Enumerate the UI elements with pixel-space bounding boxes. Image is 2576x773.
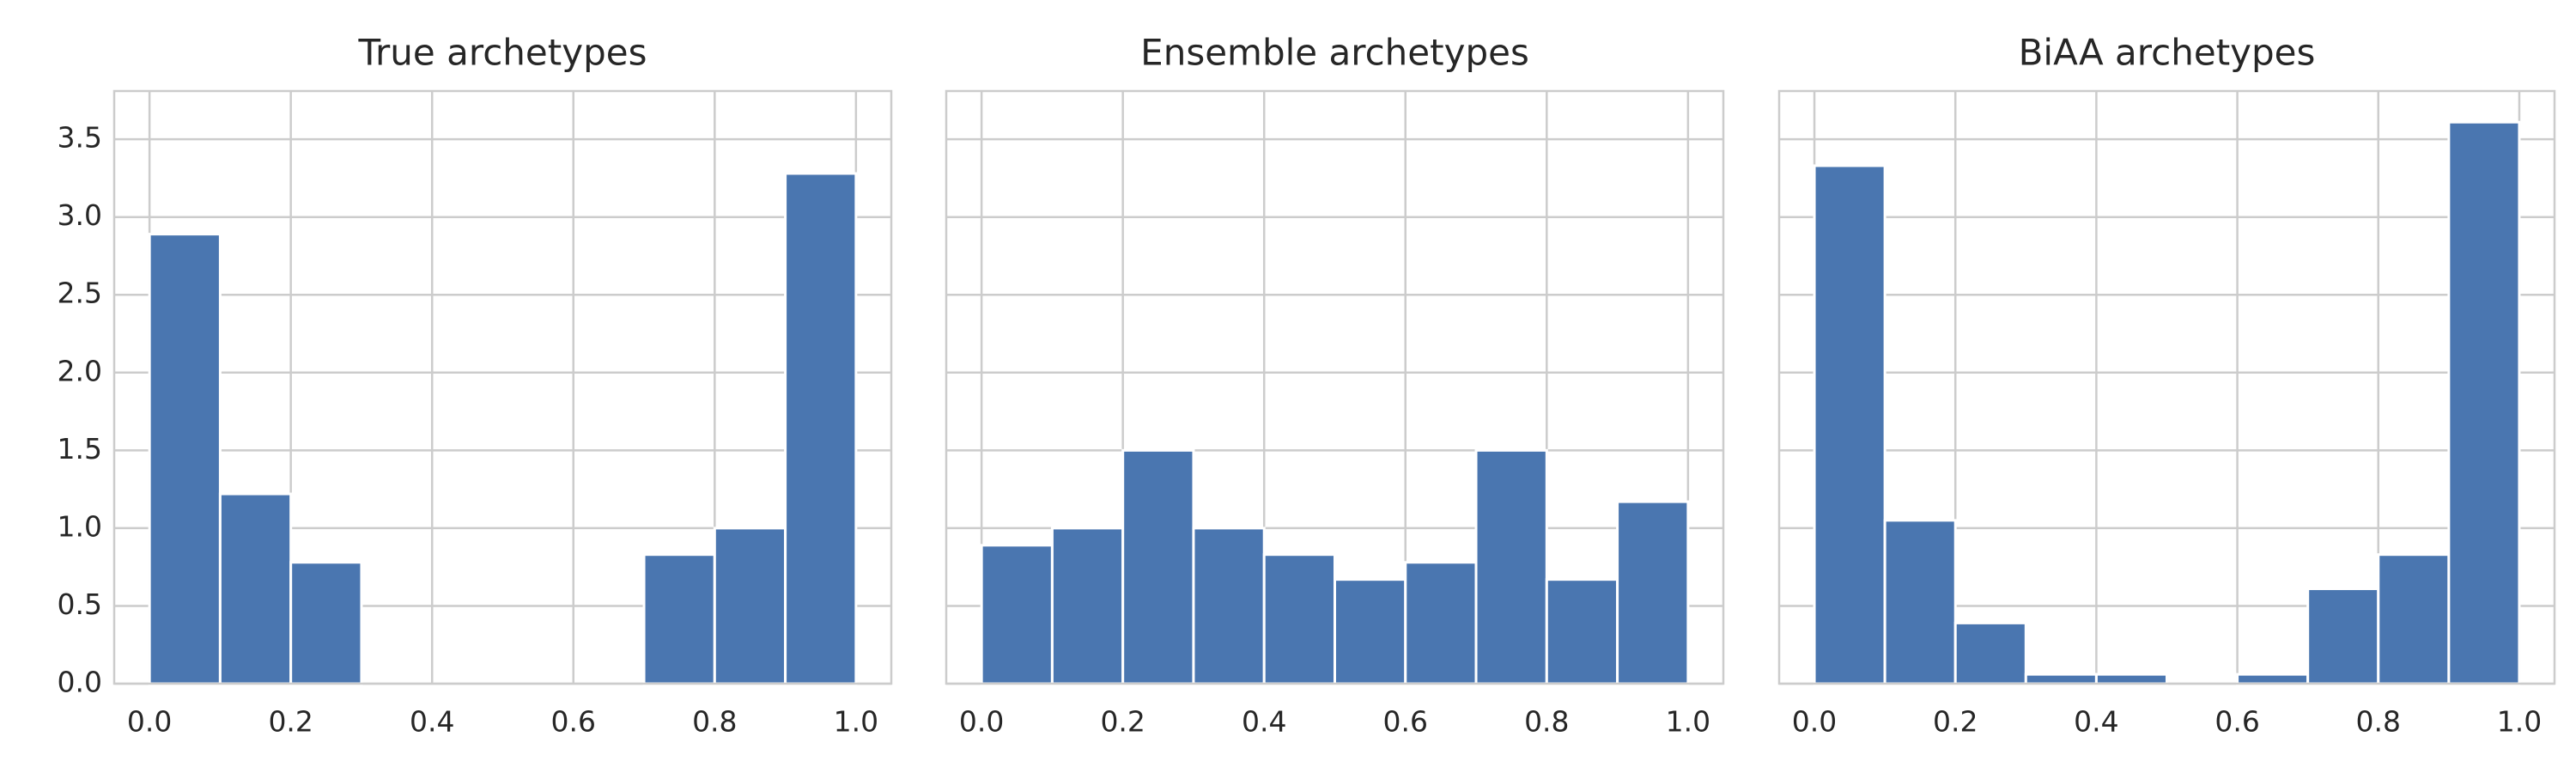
bar bbox=[1334, 578, 1407, 685]
x-tick-label: 0.6 bbox=[2215, 705, 2259, 739]
bar bbox=[1121, 448, 1195, 685]
bar bbox=[1953, 621, 2027, 685]
bar bbox=[2094, 673, 2169, 685]
bar bbox=[2024, 673, 2098, 685]
axes-frame bbox=[945, 89, 1725, 685]
axes-frame bbox=[112, 89, 893, 685]
y-tick-label: 3.0 bbox=[58, 198, 102, 232]
x-tick-label: 0.6 bbox=[551, 705, 596, 739]
y-tick-label: 3.5 bbox=[58, 121, 102, 155]
bar bbox=[642, 553, 716, 685]
y-tick-label: 2.0 bbox=[58, 354, 102, 387]
x-tick-label: 0.0 bbox=[959, 705, 1004, 739]
bar bbox=[2377, 553, 2451, 685]
bar bbox=[1545, 578, 1619, 685]
bar bbox=[713, 526, 787, 685]
bar bbox=[1262, 553, 1337, 685]
x-tick-label: 0.4 bbox=[2074, 705, 2118, 739]
x-tick-label: 0.8 bbox=[1524, 705, 1569, 739]
axes-frame bbox=[1777, 89, 2556, 685]
x-tick-label: 0.4 bbox=[1242, 705, 1286, 739]
bar bbox=[1813, 164, 1886, 685]
chart-title: True archetypes bbox=[358, 32, 647, 74]
bar bbox=[1616, 500, 1690, 685]
x-tick-label: 0.2 bbox=[268, 705, 313, 739]
x-tick-label: 1.0 bbox=[2497, 705, 2542, 739]
x-tick-label: 0.0 bbox=[127, 705, 172, 739]
x-tick-label: 1.0 bbox=[1666, 705, 1710, 739]
y-tick-label: 2.5 bbox=[58, 277, 102, 310]
x-tick-label: 0.2 bbox=[1100, 705, 1145, 739]
bar bbox=[1883, 519, 1957, 685]
bar bbox=[980, 544, 1054, 685]
bar bbox=[1050, 526, 1125, 685]
bar bbox=[1192, 526, 1266, 685]
x-tick-label: 0.8 bbox=[692, 705, 737, 739]
y-tick-label: 1.0 bbox=[58, 509, 102, 543]
bar bbox=[1474, 448, 1548, 685]
y-tick-label: 0.5 bbox=[58, 587, 102, 621]
chart-title: Ensemble archetypes bbox=[1140, 32, 1529, 74]
x-tick-label: 0.6 bbox=[1383, 705, 1428, 739]
bar bbox=[784, 172, 858, 685]
x-tick-label: 0.8 bbox=[2356, 705, 2401, 739]
bar bbox=[1404, 561, 1478, 685]
y-tick-label: 1.5 bbox=[58, 432, 102, 466]
x-tick-label: 0.4 bbox=[410, 705, 454, 739]
y-tick-label: 0.0 bbox=[58, 666, 102, 699]
bar bbox=[289, 561, 363, 685]
x-tick-label: 0.2 bbox=[1933, 705, 1978, 739]
bar bbox=[2447, 120, 2521, 685]
bar bbox=[148, 233, 222, 685]
bar bbox=[218, 492, 293, 685]
x-tick-label: 0.0 bbox=[1792, 705, 1837, 739]
bar bbox=[2306, 587, 2380, 685]
x-tick-label: 1.0 bbox=[834, 705, 878, 739]
chart-title: BiAA archetypes bbox=[2019, 32, 2316, 74]
bar bbox=[2236, 673, 2310, 685]
